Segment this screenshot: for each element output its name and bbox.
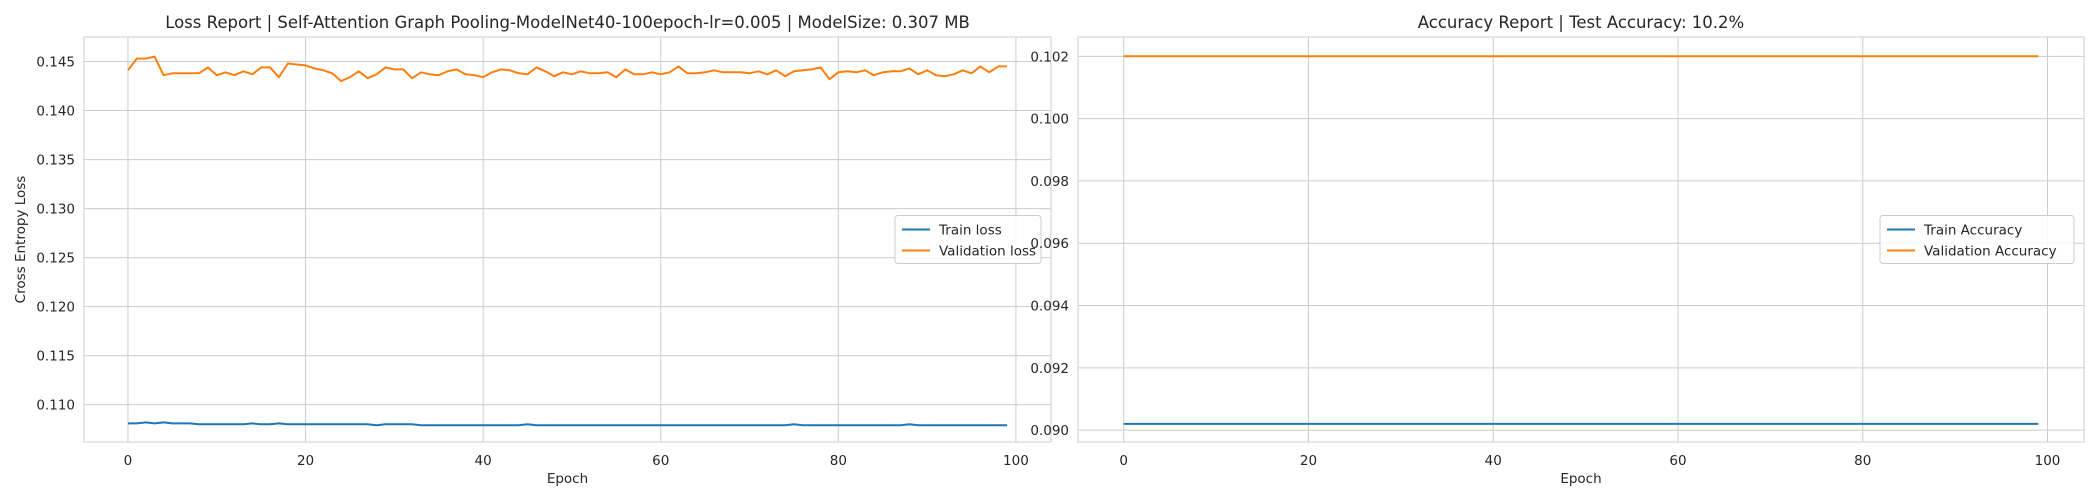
chart-1: 0 20 40 60 80 100 0.110 0.115 0.120 0.125 0.130 0.1… — [13, 13, 1052, 487]
legend-box — [894, 215, 1042, 264]
legend: Train loss Validation loss — [894, 215, 1042, 264]
legend-label-1: Train Accuracy — [1923, 223, 2022, 239]
y-tick-label: 0.090 — [1030, 423, 1069, 439]
plot-frame — [83, 36, 1052, 443]
y-tick-label: 0.130 — [36, 202, 75, 218]
x-tick-label: 100 — [2035, 453, 2061, 469]
y-tick-label: 0.102 — [1030, 49, 1069, 65]
x-tick-label: 40 — [475, 453, 492, 469]
y-tick-label: 0.125 — [36, 251, 75, 267]
chart-title: Loss Report | Self-Attention Graph Pooli… — [165, 13, 970, 32]
x-axis-label: Epoch — [547, 471, 588, 487]
series-line-2 — [127, 55, 1007, 83]
x-tick-label: 0 — [1119, 453, 1128, 469]
y-tick-label: 0.120 — [36, 300, 75, 316]
y-tick-label: 0.140 — [36, 104, 75, 120]
y-tick-label: 0.135 — [36, 153, 75, 169]
plot-frame — [1077, 36, 2085, 443]
y-tick-label: 0.098 — [1030, 174, 1069, 190]
y-tick-label: 0.115 — [36, 349, 75, 365]
y-tick-label: 0.110 — [36, 398, 75, 414]
x-tick-label: 0 — [124, 453, 133, 469]
y-axis-label: Cross Entropy Loss — [13, 176, 29, 304]
y-tick-label: 0.145 — [36, 55, 75, 71]
legend-label-2: Validation Accuracy — [1924, 244, 2057, 260]
x-tick-label: 80 — [830, 453, 847, 469]
legend-label-1: Train loss — [938, 223, 1002, 239]
y-tick-label: 0.096 — [1030, 236, 1069, 252]
x-axis-label: Epoch — [1560, 471, 1601, 487]
x-tick-label: 20 — [1300, 453, 1317, 469]
chart-2: 0 20 40 60 80 100 0.090 0.092 0.094 0.096 0.098 0.1… — [1030, 13, 2085, 487]
x-tick-label: 20 — [297, 453, 314, 469]
x-tick-label: 60 — [652, 453, 669, 469]
x-tick-label: 100 — [1003, 453, 1029, 469]
legend: Train Accuracy Validation Accuracy — [1879, 215, 2075, 264]
legend-box — [1879, 215, 2075, 264]
series-line-1 — [128, 421, 1007, 427]
x-tick-label: 80 — [1854, 453, 1871, 469]
x-tick-label: 60 — [1669, 453, 1686, 469]
y-tick-label: 0.092 — [1030, 361, 1069, 377]
chart-title: Accuracy Report | Test Accuracy: 10.2% — [1418, 13, 1744, 32]
y-tick-label: 0.094 — [1030, 299, 1069, 315]
y-tick-label: 0.100 — [1030, 112, 1069, 128]
legend-label-2: Validation loss — [939, 244, 1036, 260]
x-tick-label: 40 — [1485, 453, 1502, 469]
